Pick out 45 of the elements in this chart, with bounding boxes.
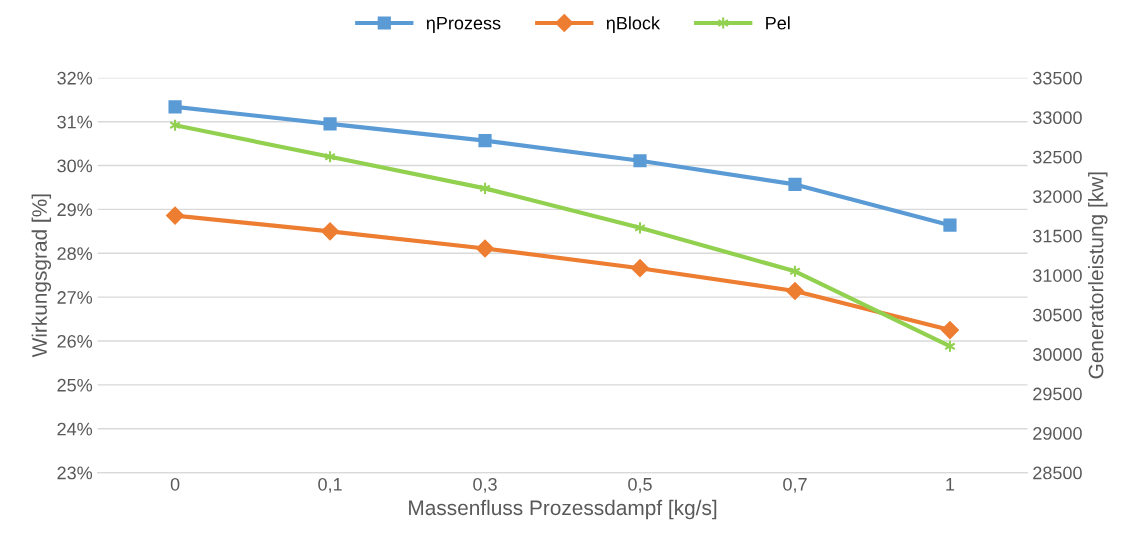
- point: [321, 222, 339, 241]
- y-tick-label: 30%: [57, 159, 93, 173]
- y2-tick-label: 32500: [1033, 150, 1082, 164]
- y2-tick-label: 33500: [1033, 71, 1082, 85]
- point: [786, 282, 804, 300]
- y2-tick-label: 32000: [1033, 190, 1082, 203]
- y2-tick-label: 28500: [1033, 466, 1082, 480]
- point: [943, 218, 957, 232]
- point: [168, 100, 182, 114]
- x-tick-label: 0,5: [628, 477, 652, 493]
- point: [631, 259, 649, 278]
- x-tick-label: 0,1: [318, 477, 342, 493]
- legend-label: ηProzess: [426, 16, 501, 34]
- y2-tick-label: 29500: [1033, 387, 1082, 401]
- y-tick-label: 29%: [57, 203, 93, 217]
- y2-tick-label: 30500: [1033, 308, 1082, 322]
- y2-tick-label: 31000: [1033, 269, 1082, 282]
- y-axis-title: Wirkungsgrad [%]: [31, 194, 52, 358]
- y-tick-label: 25%: [57, 378, 93, 392]
- point: [478, 133, 492, 148]
- y-tick-label: 27%: [57, 291, 93, 304]
- legend-label: ηBlock: [606, 16, 661, 34]
- y2-tick-label: 33000: [1033, 111, 1082, 125]
- y2-tick-label: 31500: [1033, 229, 1082, 243]
- y-tick-label: 24%: [57, 422, 93, 436]
- y2-tick-label: 29000: [1033, 427, 1082, 440]
- y-tick-label: 28%: [57, 247, 93, 261]
- point: [633, 154, 647, 168]
- y-tick-label: 31%: [57, 115, 93, 129]
- y-tick-label: 32%: [57, 71, 93, 85]
- point: [941, 321, 959, 339]
- y2-axis-title: Generatorleistung [kw]: [1088, 172, 1108, 379]
- legend-label: Pel: [766, 16, 790, 30]
- x-axis-title: Massenfluss Prozessdampf [kg/s]: [409, 499, 717, 520]
- point: [166, 206, 184, 225]
- y-tick-label: 23%: [57, 466, 93, 480]
- point: [323, 117, 337, 131]
- x-tick-label: 1: [946, 478, 955, 491]
- y-tick-label: 26%: [57, 334, 93, 348]
- x-tick-label: 0,3: [473, 477, 497, 493]
- y2-tick-label: 30000: [1033, 348, 1082, 361]
- x-tick-label: 0: [170, 477, 180, 491]
- point: [788, 177, 802, 192]
- point: [476, 239, 494, 258]
- x-tick-label: 0,7: [783, 477, 807, 493]
